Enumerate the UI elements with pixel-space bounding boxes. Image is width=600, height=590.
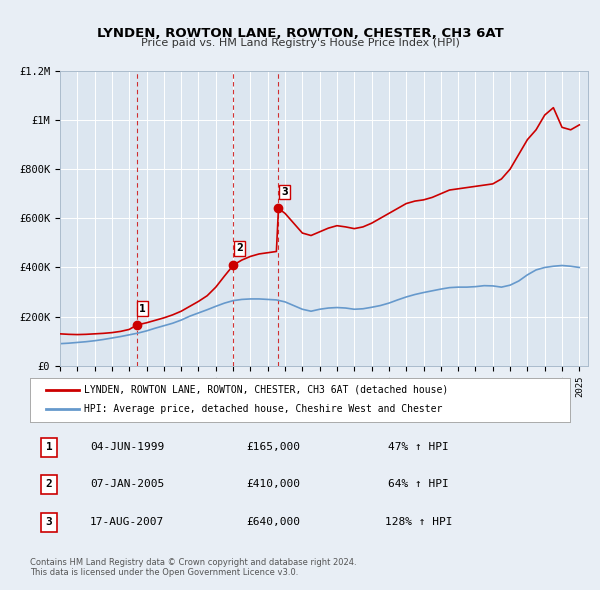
Text: 3: 3 <box>46 517 52 527</box>
Text: 1: 1 <box>46 442 52 452</box>
Text: LYNDEN, ROWTON LANE, ROWTON, CHESTER, CH3 6AT (detached house): LYNDEN, ROWTON LANE, ROWTON, CHESTER, CH… <box>84 385 448 395</box>
Text: 04-JUN-1999: 04-JUN-1999 <box>90 442 164 452</box>
Text: 2: 2 <box>236 244 243 254</box>
Text: 128% ↑ HPI: 128% ↑ HPI <box>385 517 452 527</box>
Text: £410,000: £410,000 <box>246 479 300 489</box>
Text: LYNDEN, ROWTON LANE, ROWTON, CHESTER, CH3 6AT: LYNDEN, ROWTON LANE, ROWTON, CHESTER, CH… <box>97 27 503 40</box>
Text: 2: 2 <box>46 479 52 489</box>
Text: 47% ↑ HPI: 47% ↑ HPI <box>388 442 449 452</box>
Text: 1: 1 <box>139 304 146 314</box>
Text: 64% ↑ HPI: 64% ↑ HPI <box>388 479 449 489</box>
Text: 3: 3 <box>281 187 288 197</box>
Text: £640,000: £640,000 <box>246 517 300 527</box>
Text: £165,000: £165,000 <box>246 442 300 452</box>
Text: Contains HM Land Registry data © Crown copyright and database right 2024.
This d: Contains HM Land Registry data © Crown c… <box>30 558 356 577</box>
Text: Price paid vs. HM Land Registry's House Price Index (HPI): Price paid vs. HM Land Registry's House … <box>140 38 460 48</box>
Text: 07-JAN-2005: 07-JAN-2005 <box>90 479 164 489</box>
Text: HPI: Average price, detached house, Cheshire West and Chester: HPI: Average price, detached house, Ches… <box>84 405 442 414</box>
Text: 17-AUG-2007: 17-AUG-2007 <box>90 517 164 527</box>
